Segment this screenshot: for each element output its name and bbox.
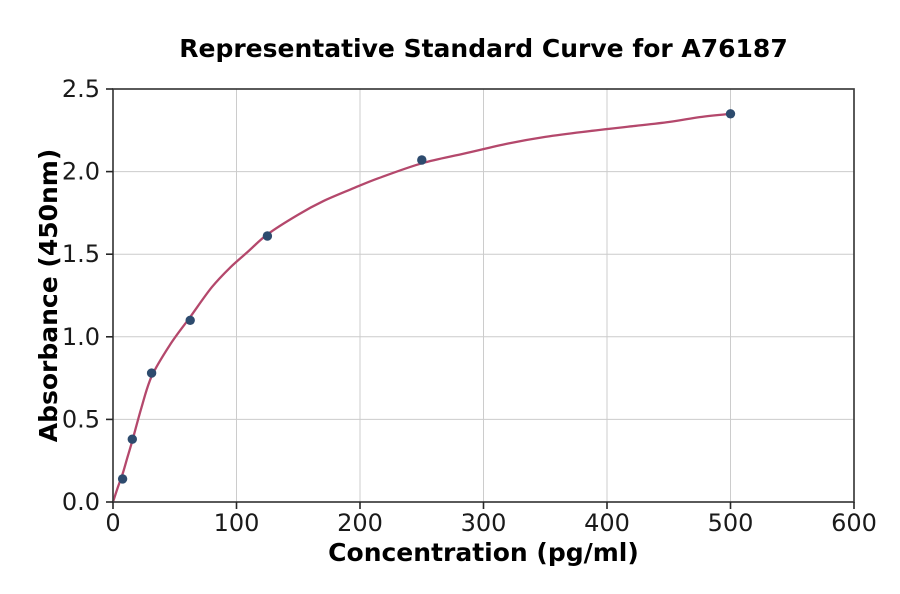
x-axis-label: Concentration (pg/ml) [328, 538, 639, 567]
y-tick-label: 0.5 [62, 405, 100, 433]
x-tick-label: 100 [214, 509, 260, 537]
data-point [185, 315, 195, 325]
y-axis-label: Absorbance (450nm) [34, 149, 63, 443]
data-point [127, 434, 137, 444]
y-tick-label: 0.0 [62, 488, 100, 516]
y-tick-label: 2.0 [62, 158, 100, 186]
y-tick-label: 2.5 [62, 75, 100, 103]
x-tick-label: 500 [708, 509, 754, 537]
data-point [262, 231, 273, 241]
x-tick-label: 400 [584, 509, 630, 537]
x-tick-label: 300 [461, 509, 507, 537]
grid-layer [112, 88, 855, 503]
chart-title: Representative Standard Curve for A76187 [179, 34, 787, 63]
data-point [146, 368, 157, 378]
x-tick-label: 0 [105, 509, 120, 537]
data-point [725, 109, 736, 119]
data-point [117, 474, 128, 484]
y-tick-label: 1.0 [62, 323, 100, 351]
x-tick-label: 600 [831, 509, 877, 537]
y-tick-label: 1.5 [62, 240, 100, 268]
x-tick-label: 200 [337, 509, 383, 537]
data-points-layer [117, 109, 736, 484]
data-point [417, 155, 427, 165]
tick-layer: 0 100 200 300 400 500 600 0.0 0.5 1.0 1.5 2.0 2.5 [62, 75, 877, 537]
